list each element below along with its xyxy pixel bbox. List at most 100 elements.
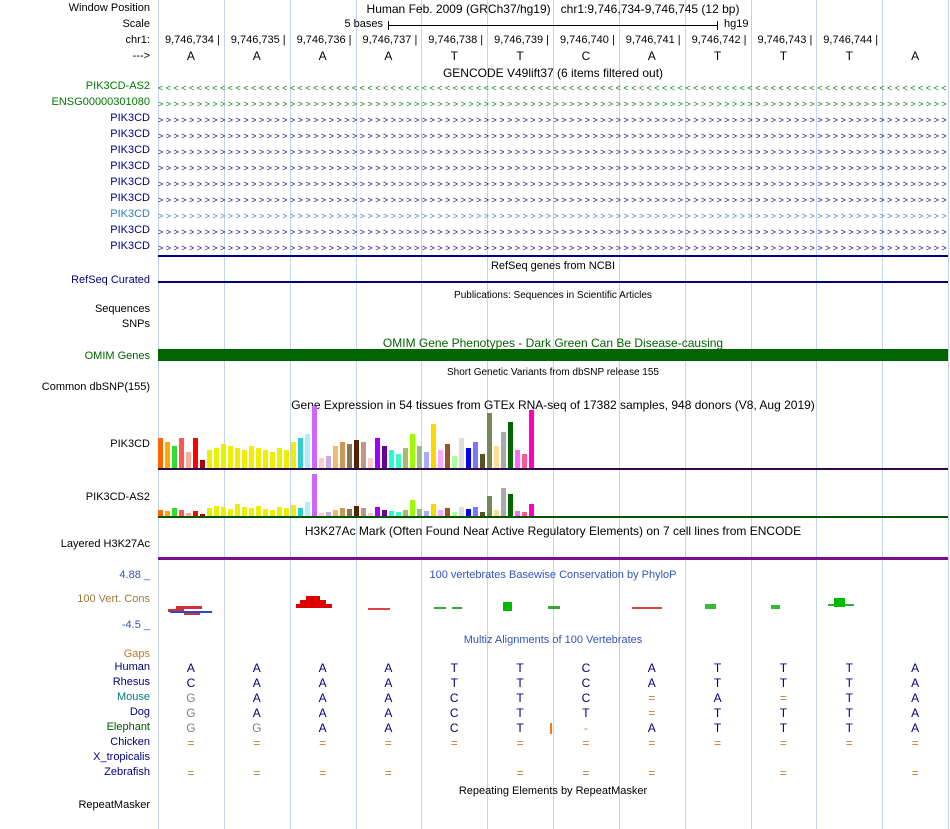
gtex-bar[interactable]	[312, 406, 317, 468]
gtex-bar[interactable]	[389, 511, 394, 516]
gtex-bar[interactable]	[473, 442, 478, 468]
gene-track-arrows[interactable]: >>>>>>>>>>>>>>>>>>>>>>>>>>>>>>>>>>>>>>>>…	[158, 195, 948, 205]
gtex-bar[interactable]	[221, 444, 226, 468]
gtex-bar[interactable]	[431, 424, 436, 468]
gtex-bar[interactable]	[375, 507, 380, 516]
gtex-bar[interactable]	[403, 448, 408, 468]
gtex-bar[interactable]	[487, 496, 492, 516]
species-label[interactable]: X_tropicalis	[93, 751, 150, 763]
gene-track-arrows[interactable]: >>>>>>>>>>>>>>>>>>>>>>>>>>>>>>>>>>>>>>>>…	[158, 211, 948, 221]
gtex-bar[interactable]	[368, 458, 373, 468]
gtex-bar[interactable]	[207, 450, 212, 468]
gtex-bar[interactable]	[424, 452, 429, 468]
gtex-gene1-label[interactable]: PIK3CD	[110, 438, 150, 450]
gene-track-label[interactable]: PIK3CD	[110, 160, 150, 172]
gene-track-arrows[interactable]: >>>>>>>>>>>>>>>>>>>>>>>>>>>>>>>>>>>>>>>>…	[158, 243, 948, 253]
gtex-bar[interactable]	[228, 509, 233, 516]
gtex-bar[interactable]	[522, 512, 527, 516]
species-label[interactable]: Elephant	[106, 721, 150, 733]
gtex-bar[interactable]	[172, 508, 177, 516]
gtex-bar[interactable]	[438, 510, 443, 516]
gaps-row-label[interactable]: Gaps	[123, 648, 150, 660]
species-label[interactable]: Chicken	[110, 736, 150, 748]
gtex-bar[interactable]	[354, 440, 359, 468]
gtex-bar[interactable]	[263, 450, 268, 468]
gtex-bar[interactable]	[242, 450, 247, 468]
gtex-bar[interactable]	[333, 510, 338, 516]
gtex-bar[interactable]	[158, 510, 163, 516]
refseq-curated-label[interactable]: RefSeq Curated	[71, 274, 150, 286]
gtex-bar[interactable]	[508, 422, 513, 468]
gtex-bar[interactable]	[529, 504, 534, 516]
dbsnp-label[interactable]: Common dbSNP(155)	[41, 381, 150, 393]
gtex-bar[interactable]	[375, 438, 380, 468]
gtex-bar[interactable]	[452, 512, 457, 516]
gtex-bar[interactable]	[487, 413, 492, 468]
gene-track-arrows[interactable]: >>>>>>>>>>>>>>>>>>>>>>>>>>>>>>>>>>>>>>>>…	[158, 179, 948, 189]
gtex-bar[interactable]	[319, 458, 324, 468]
gtex-bar[interactable]	[424, 511, 429, 516]
gtex-bar[interactable]	[417, 446, 422, 468]
h3k27ac-signal-line[interactable]	[158, 557, 948, 560]
species-label[interactable]: Zebrafish	[104, 766, 150, 778]
gtex-bar[interactable]	[179, 510, 184, 516]
gtex-bar[interactable]	[179, 438, 184, 468]
gtex-bar[interactable]	[305, 502, 310, 516]
gtex-bar[interactable]	[326, 456, 331, 468]
gene-track-arrows[interactable]: <<<<<<<<<<<<<<<<<<<<<<<<<<<<<<<<<<<<<<<<…	[158, 83, 948, 93]
gtex-bar[interactable]	[186, 452, 191, 468]
gene-track-arrows[interactable]: >>>>>>>>>>>>>>>>>>>>>>>>>>>>>>>>>>>>>>>>…	[158, 131, 948, 141]
gtex-bar[interactable]	[459, 438, 464, 468]
gtex-bar[interactable]	[508, 494, 513, 516]
gtex-bar[interactable]	[361, 508, 366, 516]
gtex-bar[interactable]	[417, 509, 422, 516]
gtex-bar[interactable]	[200, 460, 205, 468]
gtex-bar[interactable]	[347, 509, 352, 516]
gtex-bar[interactable]	[445, 444, 450, 468]
gtex-bar[interactable]	[214, 506, 219, 516]
gene-track-arrows[interactable]: >>>>>>>>>>>>>>>>>>>>>>>>>>>>>>>>>>>>>>>>…	[158, 163, 948, 173]
gtex-bar[interactable]	[445, 508, 450, 516]
gtex-bar[interactable]	[340, 508, 345, 516]
gtex-bar[interactable]	[403, 510, 408, 516]
gene-track-label[interactable]: PIK3CD	[110, 112, 150, 124]
gtex-bar[interactable]	[186, 513, 191, 516]
gtex-bar[interactable]	[256, 506, 261, 516]
gtex-bar[interactable]	[284, 450, 289, 468]
gene-track-label[interactable]: PIK3CD	[110, 208, 150, 220]
gtex-bar[interactable]	[256, 448, 261, 468]
gtex-bar[interactable]	[270, 452, 275, 468]
refseq-track-line[interactable]	[158, 281, 948, 283]
gtex-bar[interactable]	[235, 504, 240, 516]
gtex-bar[interactable]	[165, 511, 170, 516]
gtex-bar[interactable]	[515, 511, 520, 516]
gtex-bar[interactable]	[466, 448, 471, 468]
h3k27ac-label[interactable]: Layered H3K27Ac	[60, 538, 150, 550]
gene-track-arrows[interactable]: >>>>>>>>>>>>>>>>>>>>>>>>>>>>>>>>>>>>>>>>…	[158, 227, 948, 237]
gtex-bar[interactable]	[382, 510, 387, 516]
gtex-bar[interactable]	[228, 446, 233, 468]
gtex-bar[interactable]	[193, 438, 198, 468]
gtex-bar[interactable]	[249, 446, 254, 468]
gtex-bar[interactable]	[298, 438, 303, 468]
gene-track-label[interactable]: PIK3CD	[110, 176, 150, 188]
gtex-gene2-label[interactable]: PIK3CD-AS2	[85, 491, 150, 503]
gtex-bar[interactable]	[494, 446, 499, 468]
gtex-bar[interactable]	[480, 454, 485, 468]
gene-track-label[interactable]: ENSG00000301080	[51, 96, 150, 108]
gene-track-label[interactable]: PIK3CD	[110, 128, 150, 140]
gene-track-label[interactable]: PIK3CD	[110, 192, 150, 204]
gtex-bar[interactable]	[298, 508, 303, 516]
gtex-bar[interactable]	[333, 446, 338, 468]
gtex-bar[interactable]	[480, 512, 485, 516]
species-label[interactable]: Dog	[129, 706, 150, 718]
gtex-bar[interactable]	[207, 508, 212, 516]
gtex-bar[interactable]	[354, 506, 359, 516]
gtex-bar[interactable]	[277, 507, 282, 516]
species-label[interactable]: Rhesus	[112, 676, 150, 688]
repeatmasker-label[interactable]: RepeatMasker	[78, 799, 150, 811]
gtex-bar[interactable]	[200, 514, 205, 516]
gtex-bar[interactable]	[438, 450, 443, 468]
conservation-track-label[interactable]: 100 Vert. Cons	[77, 593, 150, 605]
gene-track-label[interactable]: PIK3CD-AS2	[85, 80, 150, 92]
